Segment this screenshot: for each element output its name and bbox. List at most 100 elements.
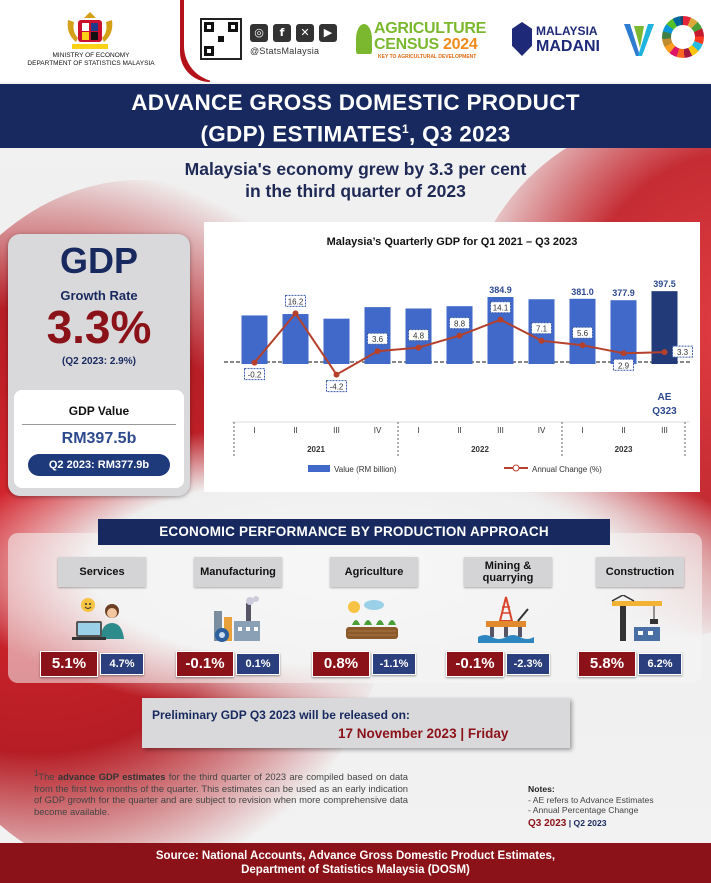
line-data-label: 3.6 bbox=[372, 335, 384, 344]
chart-plot: 384.9 381.0 377.9 397.5 -0.2 16.2 -4.2 3.6 4.8 8.… bbox=[224, 279, 693, 474]
footnote: 1The advance GDP estimates for the third… bbox=[34, 769, 408, 817]
growth-rate-label: Growth Rate bbox=[60, 288, 138, 303]
subtitle-line2: in the third quarter of 2023 bbox=[245, 181, 466, 201]
bar-data-label: 381.0 bbox=[571, 287, 594, 297]
x-tick-label: I bbox=[581, 426, 583, 435]
notes-heading: Notes: bbox=[528, 784, 555, 794]
department-line: DEPARTMENT OF STATISTICS MALAYSIA bbox=[27, 60, 155, 67]
bar-data-label: 397.5 bbox=[653, 279, 676, 289]
x-tick-label: II bbox=[457, 426, 461, 435]
release-date: 17 November 2023 | Friday bbox=[338, 726, 509, 741]
x-tick-label: III bbox=[661, 426, 668, 435]
sector-manufacturing: Manufacturing -0.1% 0.1% bbox=[176, 557, 310, 682]
line-data-label: -0.2 bbox=[248, 371, 262, 380]
x-tick-label: I bbox=[253, 426, 255, 435]
sector-value-q3: -0.1% bbox=[176, 651, 234, 677]
title-line1: ADVANCE GROSS DOMESTIC PRODUCT bbox=[131, 90, 580, 115]
x-tick-label: I bbox=[417, 426, 419, 435]
chart-bar bbox=[282, 314, 309, 364]
chart-title: Malaysia’s Quarterly GDP for Q1 2021 – Q… bbox=[326, 236, 578, 248]
facebook-icon[interactable]: f bbox=[273, 24, 291, 42]
gdp-value-box: GDP Value RM397.5b Q2 2023: RM377.9b bbox=[14, 390, 184, 488]
x-tick-label: III bbox=[333, 426, 340, 435]
footer bbox=[0, 843, 711, 883]
madani-line2: MADANI bbox=[536, 38, 600, 55]
x-tick-label: II bbox=[621, 426, 625, 435]
coat-of-arms-icon bbox=[67, 12, 113, 49]
services-icon bbox=[72, 598, 124, 640]
line-data-label: 7.1 bbox=[536, 325, 548, 334]
divider bbox=[22, 424, 176, 425]
page-title: ADVANCE GROSS DOMESTIC PRODUCT (GDP) EST… bbox=[0, 90, 711, 148]
legend-label: Annual Change (%) bbox=[532, 465, 602, 474]
line-point bbox=[661, 349, 668, 356]
agriculture-icon bbox=[346, 600, 398, 639]
ministry-name: MINISTRY OF ECONOMY DEPARTMENT OF STATIS… bbox=[16, 52, 166, 68]
social-handle[interactable]: @StatsMalaysia bbox=[250, 46, 320, 56]
chart-bar bbox=[323, 318, 350, 364]
year-label: 2023 bbox=[615, 445, 633, 454]
sector-services: Services 5.1% 4.7% bbox=[40, 557, 174, 682]
sector-value-q2: -2.3% bbox=[506, 653, 550, 675]
x-icon[interactable]: ✕ bbox=[296, 24, 314, 42]
line-point bbox=[538, 337, 545, 344]
construction-icon bbox=[611, 595, 662, 641]
release-label: Preliminary GDP Q3 2023 will be released… bbox=[152, 708, 410, 722]
legend-swatch-bar bbox=[308, 465, 330, 472]
subtitle: Malaysia's economy grew by 3.3 per cent … bbox=[0, 158, 711, 202]
line-data-label: 16.2 bbox=[288, 297, 304, 306]
growth-rate-previous: (Q2 2023: 2.9%) bbox=[62, 356, 136, 367]
year-label: 2022 bbox=[471, 445, 489, 454]
dosm-v-logo-icon bbox=[624, 24, 654, 56]
notes-line: - Annual Percentage Change bbox=[528, 805, 639, 816]
line-label-box bbox=[367, 332, 388, 345]
agriculture-census-logo: AGRICULTURE CENSUS 2024 KEY TO AGRICULTU… bbox=[356, 18, 506, 64]
x-tick-label: IV bbox=[538, 426, 546, 435]
release-box: Preliminary GDP Q3 2023 will be released… bbox=[142, 698, 570, 748]
sector-label: Mining & quarrying bbox=[464, 557, 552, 587]
agri-census-line1: AGRICULTURE bbox=[374, 20, 486, 37]
instagram-icon[interactable]: ◎ bbox=[250, 24, 268, 42]
line-point bbox=[579, 342, 586, 349]
line-point bbox=[374, 348, 381, 355]
sector-label: Manufacturing bbox=[194, 557, 282, 587]
line-data-label: 14.1 bbox=[493, 304, 509, 313]
x-tick-label: IV bbox=[374, 426, 382, 435]
madani-badge-icon bbox=[512, 22, 532, 56]
sdg-wheel-icon bbox=[662, 16, 704, 58]
legend-label: Value (RM billion) bbox=[334, 465, 397, 474]
line-label-box bbox=[572, 326, 593, 339]
ae-annotation: Q323 bbox=[652, 406, 677, 417]
line-label-box bbox=[613, 358, 634, 371]
year-label: 2021 bbox=[307, 445, 325, 454]
line-point bbox=[497, 316, 504, 323]
line-point bbox=[333, 371, 340, 378]
sector-value-q3: -0.1% bbox=[446, 651, 504, 677]
sector-value-q2: -1.1% bbox=[372, 653, 416, 675]
sector-value-q3: 0.8% bbox=[312, 651, 370, 677]
madani-line1: MALAYSIA bbox=[536, 24, 598, 38]
legend-swatch-point bbox=[512, 464, 520, 472]
sector-label: Services bbox=[58, 557, 146, 587]
ae-annotation: AE bbox=[658, 392, 672, 403]
qr-code-icon[interactable] bbox=[200, 18, 242, 60]
line-data-label: 5.6 bbox=[577, 329, 589, 338]
malaysia-madani-logo: MALAYSIA MADANI bbox=[512, 20, 616, 60]
line-point bbox=[456, 332, 463, 339]
line-label-box bbox=[449, 317, 470, 330]
growth-rate-value: 3.3% bbox=[46, 301, 152, 353]
line-data-label: -4.2 bbox=[330, 383, 344, 392]
line-label-box bbox=[285, 294, 306, 307]
title-band bbox=[0, 84, 711, 148]
gdp-value-previous: Q2 2023: RM377.9b bbox=[28, 454, 170, 476]
line-point bbox=[620, 350, 627, 357]
line-point bbox=[292, 310, 299, 317]
manufacturing-icon bbox=[214, 596, 260, 642]
agri-census-line2: CENSUS 2024 bbox=[374, 36, 478, 53]
footnote-marker: 1 bbox=[34, 769, 39, 778]
line-label-box bbox=[672, 345, 693, 358]
youtube-icon[interactable]: ▶ bbox=[319, 24, 337, 42]
gdp-heading: GDP bbox=[59, 240, 138, 281]
sector-construction: Construction 5.8% 6.2% bbox=[578, 557, 711, 682]
gdp-chart: Malaysia’s Quarterly GDP for Q1 2021 – Q… bbox=[204, 222, 700, 492]
